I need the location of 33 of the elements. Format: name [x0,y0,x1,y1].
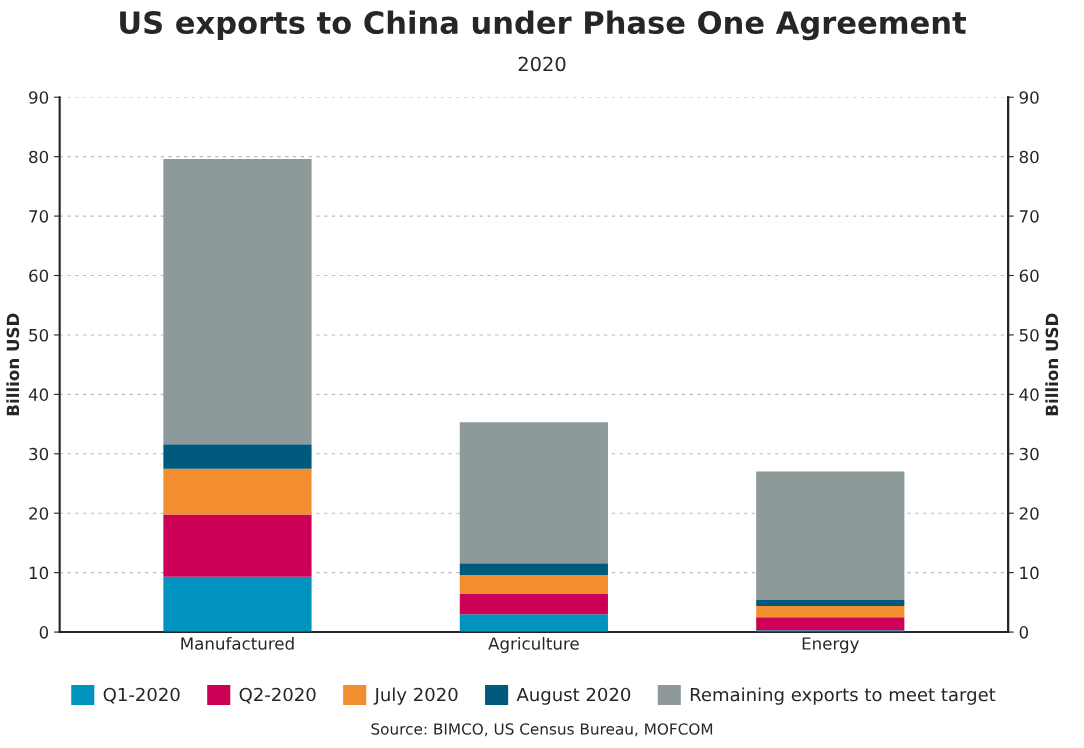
y-tick-label: 70 [29,210,49,223]
chart-subtitle: 2020 [518,56,566,72]
legend-label: July 2020 [373,687,458,705]
y2-tick-label: 40 [1019,388,1039,401]
y2-tick-label: 60 [1019,269,1039,283]
y-tick-label: 30 [29,447,49,461]
y2-tick-label: 30 [1019,447,1039,461]
x-tick-label: Energy [802,637,859,654]
y-tick-label: 90 [29,91,49,104]
y-tick-label: 20 [29,507,49,520]
source-note: Source: BIMCO, US Census Bureau, MOFCOM [371,723,713,737]
legend-label: August 2020 [516,687,631,705]
x-tick-label: Manufactured [181,636,294,650]
y-tick-label: 60 [29,269,49,283]
y2-tick-label: 90 [1019,91,1039,104]
y-axis-title: Billion USD [6,313,20,416]
y2-tick-label: 80 [1019,150,1039,164]
legend-label: Remaining exports to meet target [690,687,996,705]
y2-axis-title: Billion USD [1045,313,1059,416]
y2-tick-label: 50 [1019,328,1039,342]
legend-label: Q2-2020 [239,687,316,704]
y-tick-label: 0 [39,626,49,639]
legend-label: Q1-2020 [103,687,180,704]
y2-tick-label: 70 [1019,210,1039,223]
y-tick-label: 40 [28,388,49,401]
y-tick-label: 10 [29,566,49,580]
y-tick-label: 80 [29,150,49,164]
chart-title: US exports to China under Phase One Agreement [120,10,966,41]
y2-tick-label: 20 [1019,507,1039,520]
x-tick-label: Agriculture [488,636,579,654]
y2-tick-label: 10 [1020,566,1039,580]
y2-tick-label: 0 [1019,626,1029,639]
y-tick-label: 50 [29,328,49,342]
